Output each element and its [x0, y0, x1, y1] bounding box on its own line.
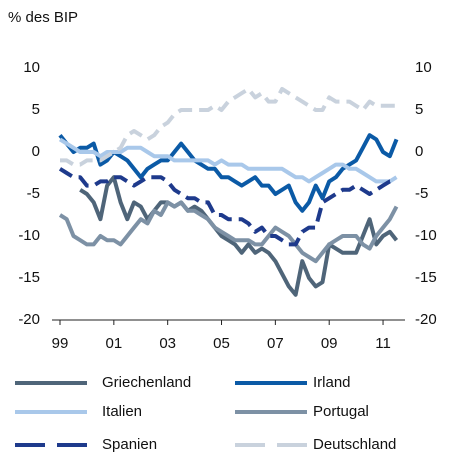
- y-tick-label: -20: [18, 311, 40, 328]
- y2-tick-label: -20: [415, 311, 437, 328]
- series-line: [58, 137, 398, 184]
- y-tick-label: 5: [32, 101, 40, 118]
- x-tick-label: 99: [52, 335, 69, 352]
- series-line: [58, 133, 399, 213]
- y2-tick-label: -10: [415, 227, 437, 244]
- legend-label: Spanien: [102, 436, 157, 453]
- y-tick-label: -15: [18, 269, 40, 286]
- x-tick-label: 07: [267, 335, 284, 352]
- series-line: [58, 200, 399, 264]
- legend-label: Italien: [102, 403, 142, 420]
- series-line: [60, 87, 397, 167]
- x-tick-label: 01: [105, 335, 122, 352]
- y-tick-label: 0: [32, 143, 40, 160]
- x-tick-label: 05: [213, 335, 230, 352]
- y-tick-label: 10: [23, 59, 40, 76]
- x-tick-label: 11: [375, 335, 391, 352]
- series-line: [58, 167, 397, 247]
- legend-label: Portugal: [313, 403, 369, 420]
- axis-label: % des BIP: [8, 9, 78, 26]
- y-tick-label: -5: [27, 185, 40, 202]
- y2-tick-label: 5: [415, 101, 423, 118]
- legend-label: Irland: [313, 374, 351, 391]
- y-tick-label: -10: [18, 227, 40, 244]
- y2-tick-label: 10: [415, 59, 432, 76]
- y2-tick-label: -15: [415, 269, 437, 286]
- x-tick-label: 03: [159, 335, 176, 352]
- series-line: [79, 175, 399, 297]
- legend-label: Deutschland: [313, 436, 396, 453]
- y2-tick-label: -5: [415, 185, 428, 202]
- x-tick-label: 09: [321, 335, 338, 352]
- y2-tick-label: 0: [415, 143, 423, 160]
- legend-label: Griechenland: [102, 374, 191, 391]
